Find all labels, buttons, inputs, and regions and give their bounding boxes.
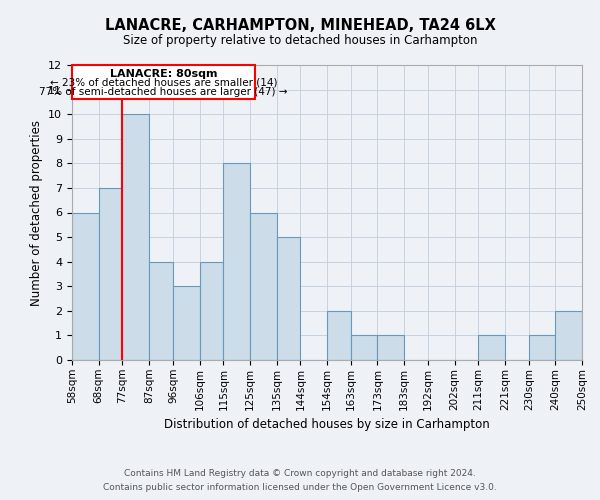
Bar (122, 114, 149, 360)
Bar (277, 237, 301, 360)
Bar (529, 336, 556, 360)
Text: ← 23% of detached houses are smaller (14): ← 23% of detached houses are smaller (14… (50, 78, 277, 88)
Bar (478, 336, 505, 360)
Text: LANACRE: 80sqm: LANACRE: 80sqm (110, 70, 217, 80)
Bar (377, 336, 404, 360)
FancyBboxPatch shape (72, 65, 255, 99)
Bar (556, 311, 582, 360)
Bar (351, 336, 377, 360)
Bar (223, 164, 250, 360)
Text: Contains HM Land Registry data © Crown copyright and database right 2024.: Contains HM Land Registry data © Crown c… (124, 468, 476, 477)
Bar (98, 188, 122, 360)
Bar (149, 262, 173, 360)
Text: LANACRE, CARHAMPTON, MINEHEAD, TA24 6LX: LANACRE, CARHAMPTON, MINEHEAD, TA24 6LX (104, 18, 496, 32)
Bar (72, 212, 98, 360)
Bar (173, 286, 199, 360)
Text: 77% of semi-detached houses are larger (47) →: 77% of semi-detached houses are larger (… (40, 86, 288, 97)
Text: Contains public sector information licensed under the Open Government Licence v3: Contains public sector information licen… (103, 484, 497, 492)
Bar (327, 311, 351, 360)
Bar (199, 262, 223, 360)
Y-axis label: Number of detached properties: Number of detached properties (29, 120, 43, 306)
Bar (250, 212, 277, 360)
X-axis label: Distribution of detached houses by size in Carhampton: Distribution of detached houses by size … (164, 418, 490, 431)
Text: Size of property relative to detached houses in Carhampton: Size of property relative to detached ho… (123, 34, 477, 47)
